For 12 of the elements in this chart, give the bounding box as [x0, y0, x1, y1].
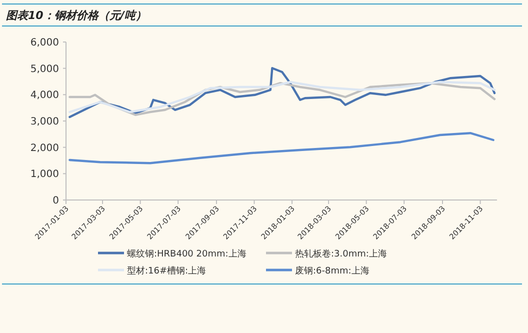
y-tick-label: 2,000 [30, 142, 59, 154]
legend-label: 废钢:6-8mm:上海 [295, 266, 370, 276]
y-tick-label: 4,000 [30, 90, 59, 102]
y-tick-label: 1,000 [30, 169, 59, 180]
y-tick-label: 0 [52, 196, 59, 206]
legend-label: 型材:16#槽钢:上海 [127, 266, 206, 276]
y-tick-label: 3,000 [30, 116, 59, 128]
legend-label: 热轧板卷:3.0mm:上海 [295, 248, 387, 260]
y-tick-label: 6,000 [30, 38, 59, 48]
title: 图表10：钢材价格（元/吨） [6, 9, 146, 22]
legend-label: 螺纹钢:HRB400 20mm:上海 [127, 248, 246, 260]
y-tick-label: 5,000 [30, 64, 59, 75]
